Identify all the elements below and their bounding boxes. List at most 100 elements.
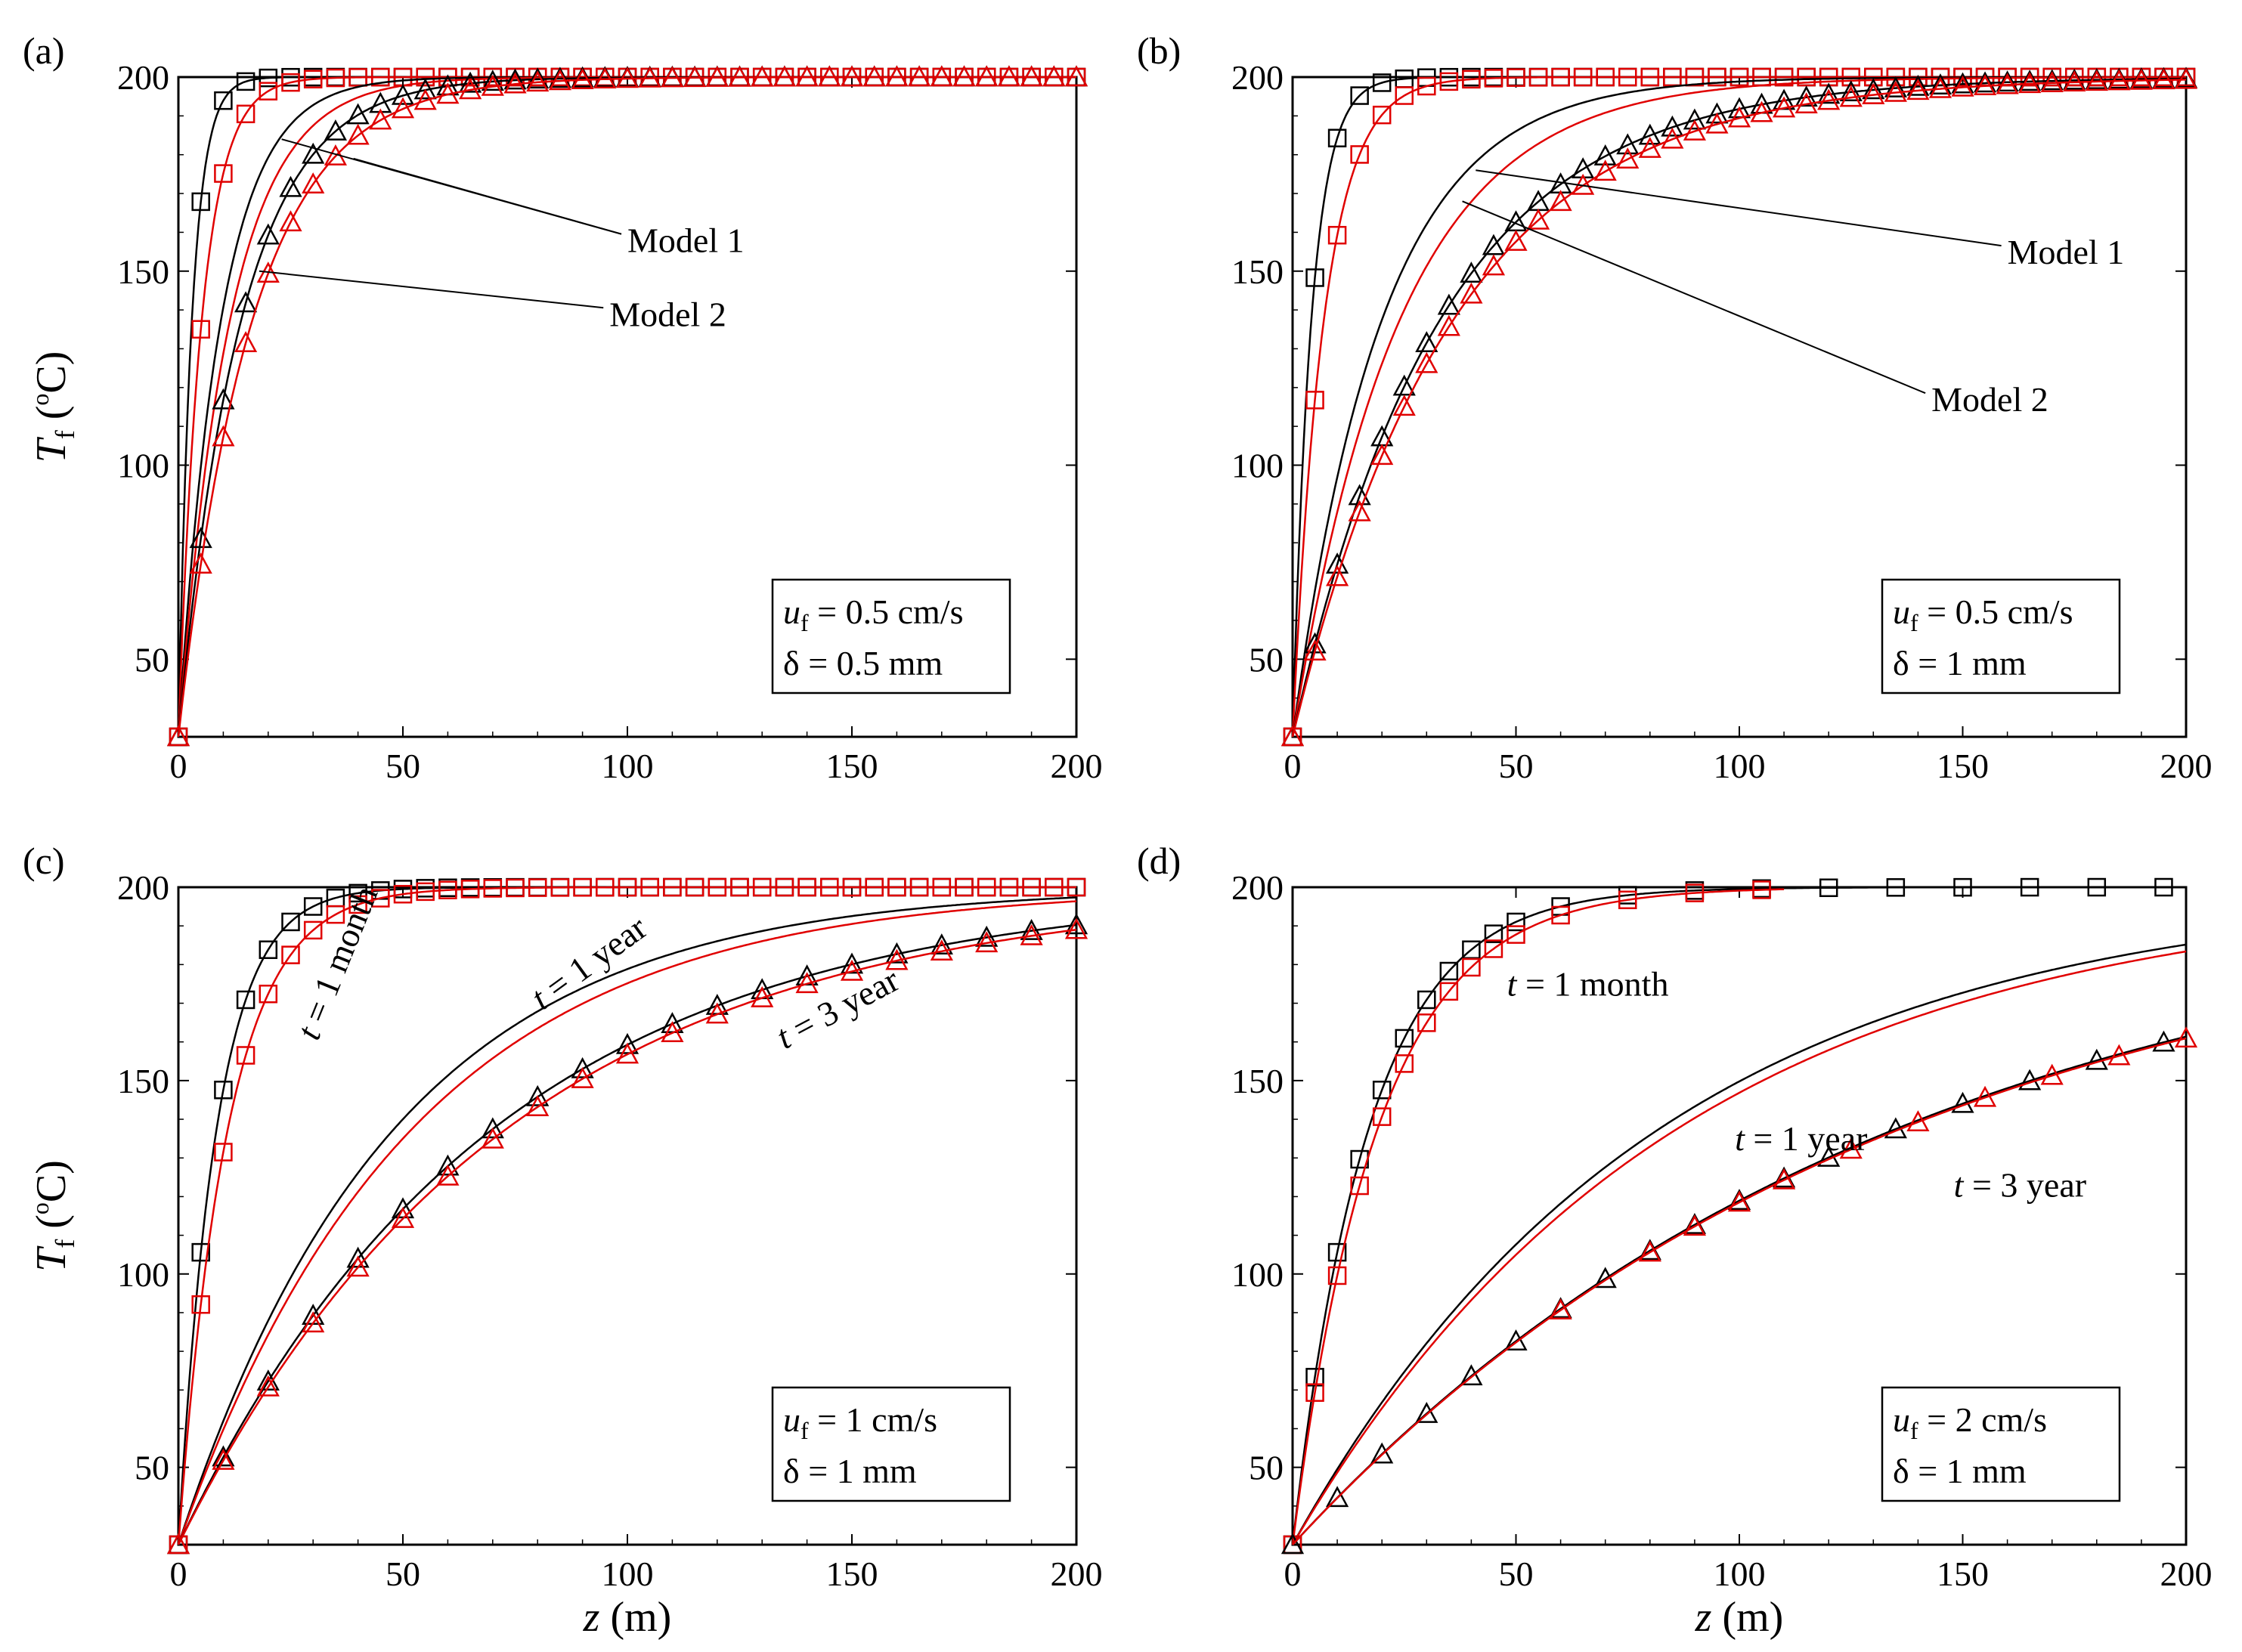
- square-marker-icon: [596, 877, 615, 897]
- triangle-marker-icon: [1973, 71, 1997, 93]
- triangle-marker-icon: [2129, 68, 2153, 90]
- square-marker-icon: [1305, 1368, 1324, 1387]
- triangle-marker-icon: [526, 1084, 550, 1106]
- x-tick-label: 50: [386, 747, 420, 785]
- triangle-marker-icon: [795, 972, 819, 994]
- triangle-marker-icon: [1504, 230, 1528, 251]
- square-marker-icon: [528, 878, 547, 897]
- square-marker-icon: [214, 1143, 233, 1162]
- annotation-leader-line: [1462, 200, 1926, 394]
- triangle-marker-icon: [346, 1255, 370, 1277]
- triangle-marker-icon: [1370, 1442, 1394, 1464]
- square-marker-icon: [573, 877, 592, 897]
- parameter-velocity: uf = 0.5 cm/s: [783, 592, 963, 636]
- square-marker-icon: [708, 877, 727, 897]
- triangle-marker-icon: [1303, 639, 1327, 661]
- square-marker-icon: [775, 877, 794, 897]
- triangle-marker-icon: [302, 172, 325, 193]
- triangle-marker-icon: [1705, 102, 1729, 124]
- chart-panel-c: 0 50 100 150 200 50 100 150 200 (c) Tf (oC) z (m) t …: [23, 840, 1103, 1641]
- square-marker-icon: [460, 880, 480, 899]
- triangle-marker-icon: [1616, 147, 1640, 169]
- triangle-marker-icon: [885, 942, 909, 964]
- curve-label: t = 3 year: [1954, 1165, 2086, 1204]
- triangle-marker-icon: [2174, 1026, 2198, 1048]
- triangle-marker-icon: [1415, 331, 1438, 352]
- triangle-marker-icon: [212, 388, 235, 410]
- parameter-box: [1881, 1386, 2121, 1502]
- triangle-marker-icon: [2018, 72, 2042, 94]
- square-marker-icon: [371, 889, 390, 908]
- square-marker-icon: [550, 878, 570, 897]
- x-tick-label: 100: [1714, 747, 1766, 785]
- square-marker-icon: [1640, 67, 1660, 87]
- triangle-marker-icon: [1750, 101, 1773, 122]
- triangle-marker-icon: [436, 82, 460, 104]
- triangle-marker-icon: [1482, 234, 1506, 255]
- triangle-marker-icon: [1460, 261, 1483, 283]
- triangle-marker-icon: [1661, 127, 1684, 149]
- square-marker-icon: [416, 67, 435, 87]
- square-marker-icon: [887, 877, 906, 897]
- square-marker-icon: [506, 878, 525, 898]
- x-tick-label: 50: [386, 1555, 420, 1593]
- square-marker-icon: [303, 920, 323, 940]
- triangle-marker-icon: [1549, 1298, 1572, 1319]
- triangle-marker-icon: [459, 78, 482, 100]
- square-marker-icon: [685, 877, 704, 897]
- triangle-marker-icon: [2085, 1048, 2108, 1070]
- square-marker-icon: [1327, 225, 1347, 245]
- triangle-marker-icon: [1862, 82, 1885, 104]
- square-marker-icon: [191, 192, 210, 212]
- triangle-marker-icon: [302, 142, 325, 164]
- y-tick-label: 50: [135, 640, 169, 679]
- square-marker-icon: [393, 884, 413, 904]
- triangle-marker-icon: [997, 65, 1020, 87]
- square-marker-icon: [281, 945, 300, 964]
- triangle-marker-icon: [571, 1066, 594, 1088]
- triangle-marker-icon: [975, 925, 999, 947]
- square-marker-icon: [438, 880, 457, 899]
- square-marker-icon: [259, 82, 278, 101]
- triangle-marker-icon: [615, 67, 639, 88]
- square-marker-icon: [236, 72, 255, 91]
- triangle-marker-icon: [885, 948, 909, 970]
- triangle-marker-icon: [2040, 69, 2064, 91]
- triangle-marker-icon: [751, 65, 774, 87]
- triangle-marker-icon: [885, 65, 909, 87]
- triangle-marker-icon: [661, 66, 684, 88]
- triangle-marker-icon: [212, 425, 235, 447]
- triangle-marker-icon: [1616, 133, 1640, 155]
- square-marker-icon: [281, 912, 300, 932]
- triangle-marker-icon: [166, 725, 190, 747]
- x-tick-label: 0: [170, 1555, 187, 1593]
- square-marker-icon: [1573, 67, 1593, 87]
- triangle-marker-icon: [2107, 69, 2131, 91]
- triangle-marker-icon: [1773, 96, 1796, 118]
- triangle-marker-icon: [346, 123, 370, 145]
- y-tick-label: 50: [135, 1449, 169, 1487]
- triangle-marker-icon: [481, 70, 504, 91]
- square-marker-icon: [1685, 67, 1705, 87]
- triangle-marker-icon: [1042, 65, 1066, 87]
- parameter-aperture: δ = 1 mm: [1893, 644, 2027, 682]
- triangle-marker-icon: [2018, 70, 2042, 91]
- series-line: [1291, 943, 2187, 1545]
- triangle-marker-icon: [279, 175, 302, 197]
- triangle-marker-icon: [1996, 70, 2019, 92]
- square-marker-icon: [1350, 1176, 1369, 1196]
- y-tick-label: 200: [1231, 58, 1284, 97]
- square-marker-icon: [1774, 67, 1794, 87]
- x-tick-label: 0: [1284, 747, 1302, 785]
- y-axis-label: Tf (oC): [26, 1160, 80, 1272]
- y-tick-label: 50: [1249, 640, 1284, 679]
- square-marker-icon: [663, 877, 682, 897]
- square-marker-icon: [1305, 1383, 1324, 1402]
- panel-label: (d): [1137, 840, 1181, 882]
- triangle-marker-icon: [1326, 565, 1349, 586]
- square-marker-icon: [1305, 268, 1324, 287]
- series-line: [177, 900, 1077, 1545]
- triangle-marker-icon: [1549, 190, 1572, 212]
- triangle-marker-icon: [661, 1021, 684, 1043]
- square-marker-icon: [2154, 877, 2173, 897]
